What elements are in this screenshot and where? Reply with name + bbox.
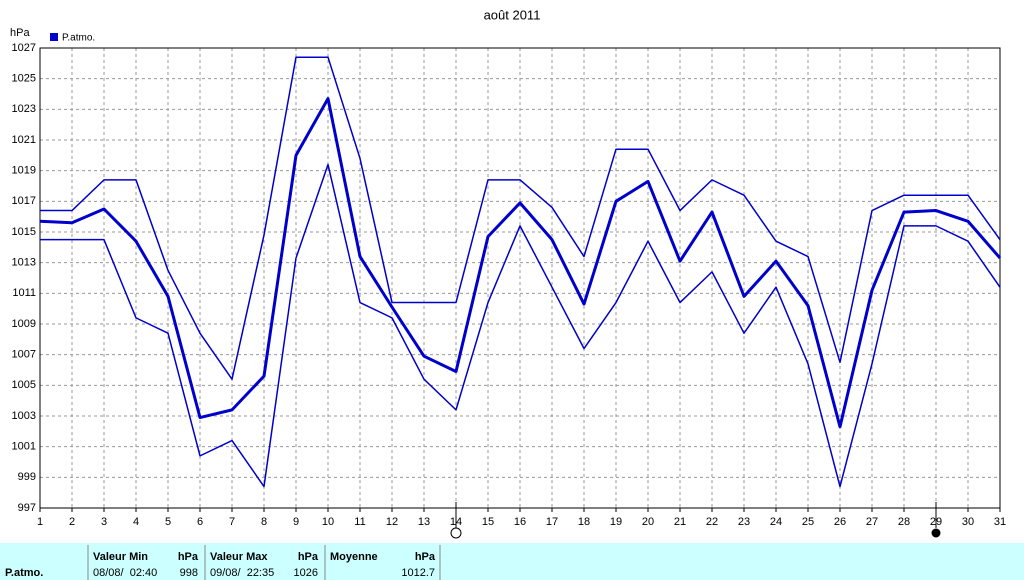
summary-panel	[0, 543, 1024, 580]
x-tick-label: 12	[386, 516, 398, 528]
x-tick-label: 2	[69, 516, 75, 528]
summary-separators	[87, 545, 441, 580]
x-tick-label: 11	[354, 516, 365, 528]
x-tick-label: 6	[197, 516, 203, 528]
x-tick-label: 27	[866, 516, 878, 528]
full-moon-icon	[931, 528, 941, 538]
y-tick-label: 1025	[12, 73, 36, 85]
summary-min-label: Valeur Min	[93, 551, 148, 563]
y-tick-label: 1027	[12, 42, 36, 54]
series-line	[40, 56, 1001, 380]
y-tick-label: 1023	[12, 103, 36, 115]
x-tick-label: 30	[962, 516, 974, 528]
x-tick-label: 19	[610, 516, 622, 528]
y-tick-label: 1011	[12, 287, 36, 299]
series-line	[39, 97, 1002, 429]
x-tick-label: 22	[706, 516, 718, 528]
y-tick-label: 1007	[12, 349, 36, 361]
summary-mean-unit: hPa	[415, 551, 436, 563]
summary-max-date: 09/08/ 22:35	[210, 567, 274, 579]
summary-max-label: Valeur Max	[210, 551, 268, 563]
x-tick-label: 21	[674, 516, 686, 528]
x-tick-label: 8	[261, 516, 267, 528]
x-tick-label: 17	[546, 516, 558, 528]
y-axis-label: hPa	[10, 27, 30, 39]
summary-mean-label: Moyenne	[330, 551, 378, 563]
x-tick-label: 31	[994, 516, 1006, 528]
x-tick-label: 15	[482, 516, 494, 528]
y-tick-label: 1001	[12, 441, 36, 453]
summary-max-value: 1026	[294, 567, 318, 579]
y-tick-label: 1019	[12, 165, 36, 177]
summary-min-value: 998	[180, 567, 198, 579]
summary-min-unit: hPa	[178, 551, 199, 563]
x-tick-label: 7	[229, 516, 235, 528]
x-tick-label: 20	[642, 516, 654, 528]
x-tick-label: 4	[133, 516, 139, 528]
x-tick-label: 9	[293, 516, 299, 528]
y-tick-label: 1017	[12, 195, 36, 207]
y-tick-label: 1015	[12, 226, 36, 238]
y-tick-label: 997	[18, 502, 36, 514]
y-tick-label: 1005	[12, 379, 36, 391]
summary-max-unit: hPa	[298, 551, 319, 563]
legend-label: P.atmo.	[62, 33, 95, 44]
x-tick-label: 28	[898, 516, 910, 528]
x-tick-label: 10	[322, 516, 334, 528]
x-tick-label: 5	[165, 516, 171, 528]
summary-min-date: 08/08/ 02:40	[93, 567, 157, 579]
x-tick-label: 23	[738, 516, 750, 528]
x-tick-label: 26	[834, 516, 846, 528]
x-tick-label: 3	[101, 516, 107, 528]
x-tick-label: 24	[770, 516, 782, 528]
y-tick-label: 1003	[12, 410, 36, 422]
new-moon-icon	[450, 527, 462, 539]
x-tick-label: 18	[578, 516, 590, 528]
x-tick-label: 1	[37, 516, 43, 528]
y-tick-label: 1021	[12, 134, 36, 146]
x-tick-label: 16	[514, 516, 526, 528]
y-tick-label: 1013	[12, 257, 36, 269]
chart-title: août 2011	[484, 7, 541, 22]
plot-frame	[39, 47, 1001, 509]
x-tick-label: 25	[802, 516, 814, 528]
x-tick-label: 13	[418, 516, 430, 528]
series-line	[40, 163, 1001, 488]
summary-row-label: P.atmo.	[5, 567, 43, 579]
legend-swatch	[50, 33, 58, 41]
y-tick-label: 999	[18, 471, 36, 483]
summary-mean-value: 1012.7	[401, 567, 435, 579]
y-tick-label: 1009	[12, 318, 36, 330]
